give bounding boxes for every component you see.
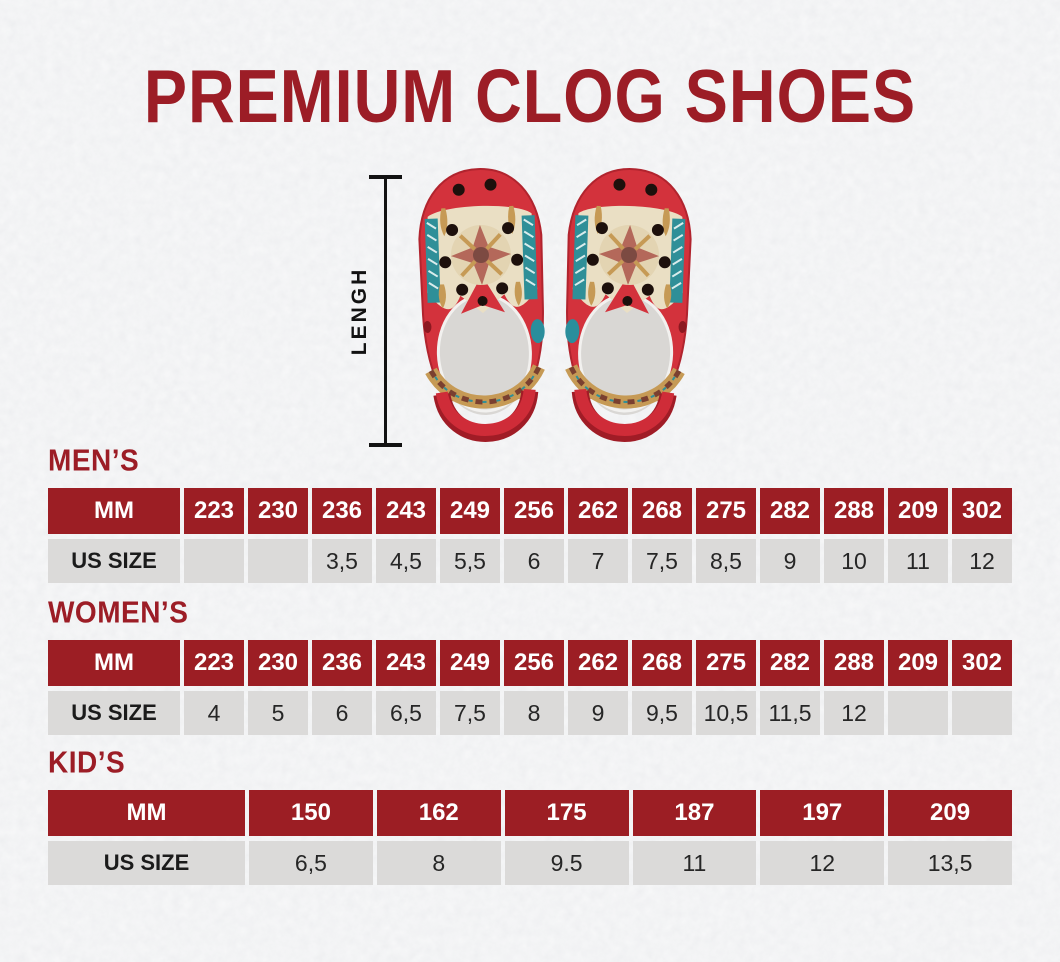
us-size-cell: 8 (504, 691, 564, 735)
mm-cell: 302 (952, 640, 1012, 686)
mm-cell: 150 (249, 790, 373, 836)
us-size-cell: 9,5 (632, 691, 692, 735)
mm-row-label: MM (48, 488, 180, 534)
womens-section: WOMEN’S MM 223 230 236 243 249 256 262 268 275 282… (48, 595, 1012, 735)
kids-heading: KID’S (48, 745, 126, 779)
mens-size-table: MM 223 230 236 243 249 256 262 268 275 282 288 209 30… (48, 488, 1012, 583)
us-size-cell: 4,5 (376, 539, 436, 583)
us-size-cell: 11,5 (760, 691, 820, 735)
mm-cell: 268 (632, 640, 692, 686)
us-size-cell: 8,5 (696, 539, 756, 583)
us-size-cell (952, 691, 1012, 735)
us-size-cell: 11 (632, 841, 757, 885)
mm-cell: 209 (888, 488, 948, 534)
mm-cell: 236 (312, 488, 372, 534)
us-size-cell: 12 (824, 691, 884, 735)
mm-cell: 209 (888, 790, 1012, 836)
us-size-row-label: US SIZE (48, 539, 180, 583)
mm-cell: 262 (568, 640, 628, 686)
us-size-cell: 7,5 (440, 691, 500, 735)
mm-cell: 197 (760, 790, 885, 836)
us-size-cell: 13,5 (888, 841, 1012, 885)
mm-cell: 262 (568, 488, 628, 534)
us-size-cell: 6 (504, 539, 564, 583)
us-size-cell: 10 (824, 539, 884, 583)
mm-cell: 288 (824, 640, 884, 686)
mens-heading: MEN’S (48, 443, 140, 477)
us-size-cell: 9.5 (504, 841, 629, 885)
length-measure: LENGH (348, 175, 416, 447)
us-size-cell (248, 539, 308, 583)
mm-cell: 275 (696, 488, 756, 534)
us-size-cell: 5,5 (440, 539, 500, 583)
mm-cell: 302 (952, 488, 1012, 534)
mm-cell: 230 (248, 488, 308, 534)
length-label: LENGH (348, 266, 371, 356)
kids-section: KID’S MM 150 162 175 187 197 209 US SIZE 6,5 8 9.5… (48, 745, 1012, 885)
us-size-row-label: US SIZE (48, 841, 245, 885)
mm-cell: 223 (184, 488, 244, 534)
us-size-row-label: US SIZE (48, 691, 180, 735)
mm-cell: 243 (376, 640, 436, 686)
us-size-cell: 5 (248, 691, 308, 735)
mm-cell: 249 (440, 488, 500, 534)
us-size-cell: 6,5 (249, 841, 373, 885)
mm-cell: 256 (504, 488, 564, 534)
mm-cell: 162 (376, 790, 501, 836)
mm-cell: 256 (504, 640, 564, 686)
mens-section: MEN’S MM 223 230 236 243 249 256 262 268 275 282 28… (48, 443, 1012, 583)
us-size-cell: 12 (952, 539, 1012, 583)
mm-cell: 187 (632, 790, 757, 836)
measure-bottom-cap (369, 443, 402, 447)
mm-row-label: MM (48, 790, 245, 836)
womens-heading: WOMEN’S (48, 595, 189, 629)
womens-size-table: MM 223 230 236 243 249 256 262 268 275 282 288 209 30… (48, 640, 1012, 735)
us-size-cell: 6 (312, 691, 372, 735)
mm-cell: 175 (504, 790, 629, 836)
us-size-cell: 7 (568, 539, 628, 583)
page-title: PREMIUM CLOG SHOES (143, 53, 917, 139)
mm-cell: 209 (888, 640, 948, 686)
us-size-cell: 12 (760, 841, 885, 885)
kids-size-table: MM 150 162 175 187 197 209 US SIZE 6,5 8 9.5 11 12 13… (48, 790, 1012, 885)
mm-row-label: MM (48, 640, 180, 686)
mm-cell: 236 (312, 640, 372, 686)
mm-cell: 288 (824, 488, 884, 534)
us-size-cell: 4 (184, 691, 244, 735)
measure-line (384, 175, 387, 447)
us-size-cell: 9 (568, 691, 628, 735)
us-size-cell (184, 539, 244, 583)
us-size-cell: 10,5 (696, 691, 756, 735)
mm-cell: 282 (760, 488, 820, 534)
us-size-cell (888, 691, 948, 735)
mm-cell: 223 (184, 640, 244, 686)
us-size-cell: 3,5 (312, 539, 372, 583)
mm-cell: 230 (248, 640, 308, 686)
mm-cell: 243 (376, 488, 436, 534)
us-size-cell: 6,5 (376, 691, 436, 735)
us-size-cell: 8 (376, 841, 501, 885)
mm-cell: 268 (632, 488, 692, 534)
us-size-cell: 9 (760, 539, 820, 583)
us-size-cell: 7,5 (632, 539, 692, 583)
mm-cell: 249 (440, 640, 500, 686)
clog-shoes-image (401, 163, 709, 463)
mm-cell: 282 (760, 640, 820, 686)
us-size-cell: 11 (888, 539, 948, 583)
mm-cell: 275 (696, 640, 756, 686)
